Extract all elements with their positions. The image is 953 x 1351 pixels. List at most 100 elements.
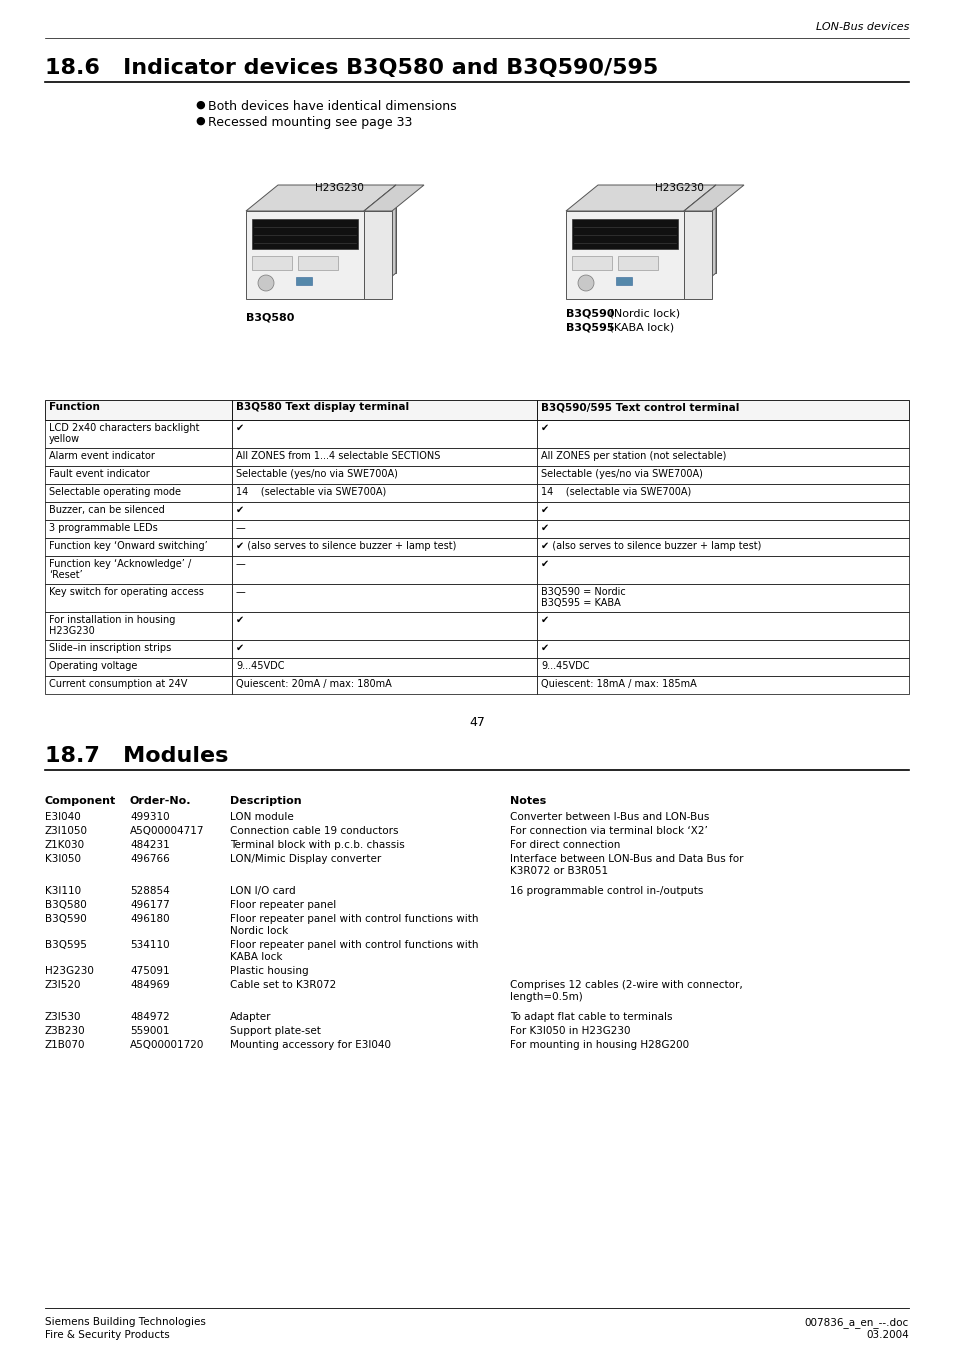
- Text: —: —: [235, 559, 246, 569]
- Text: 18.7   Modules: 18.7 Modules: [45, 746, 228, 766]
- Text: Key switch for operating access: Key switch for operating access: [49, 586, 204, 597]
- Text: (KABA lock): (KABA lock): [605, 323, 674, 332]
- Text: Converter between I-Bus and LON-Bus: Converter between I-Bus and LON-Bus: [510, 812, 709, 821]
- FancyBboxPatch shape: [45, 658, 232, 676]
- Text: Function: Function: [49, 403, 100, 412]
- Text: LON-Bus devices: LON-Bus devices: [815, 22, 908, 32]
- Text: Adapter: Adapter: [230, 1012, 272, 1021]
- Text: ✔: ✔: [235, 643, 244, 653]
- Text: 475091: 475091: [130, 966, 170, 975]
- Text: ✔ (also serves to silence buzzer + lamp test): ✔ (also serves to silence buzzer + lamp …: [540, 540, 760, 551]
- Text: 484231: 484231: [130, 840, 170, 850]
- Polygon shape: [246, 185, 395, 211]
- FancyBboxPatch shape: [45, 400, 232, 420]
- Text: A5Q00001720: A5Q00001720: [130, 1040, 204, 1050]
- Text: Buzzer, can be silenced: Buzzer, can be silenced: [49, 505, 165, 515]
- FancyBboxPatch shape: [537, 503, 908, 520]
- FancyBboxPatch shape: [537, 449, 908, 466]
- FancyBboxPatch shape: [232, 584, 537, 612]
- Text: Z3I530: Z3I530: [45, 1012, 81, 1021]
- Text: A5Q00004717: A5Q00004717: [130, 825, 204, 836]
- FancyBboxPatch shape: [232, 557, 537, 584]
- Text: Z1K030: Z1K030: [45, 840, 85, 850]
- Text: ✔: ✔: [540, 523, 549, 534]
- Polygon shape: [683, 211, 711, 299]
- Polygon shape: [246, 211, 364, 299]
- Text: Floor repeater panel with control functions with: Floor repeater panel with control functi…: [230, 915, 478, 924]
- FancyBboxPatch shape: [232, 466, 537, 484]
- FancyBboxPatch shape: [252, 255, 292, 270]
- Text: Connection cable 19 conductors: Connection cable 19 conductors: [230, 825, 398, 836]
- FancyBboxPatch shape: [232, 538, 537, 557]
- Text: Z3I1050: Z3I1050: [45, 825, 88, 836]
- FancyBboxPatch shape: [537, 420, 908, 449]
- FancyBboxPatch shape: [45, 449, 232, 466]
- FancyBboxPatch shape: [45, 466, 232, 484]
- FancyBboxPatch shape: [232, 400, 537, 420]
- Text: Selectable operating mode: Selectable operating mode: [49, 486, 181, 497]
- Text: Z1B070: Z1B070: [45, 1040, 86, 1050]
- Text: Alarm event indicator: Alarm event indicator: [49, 451, 154, 461]
- Text: For K3I050 in H23G230: For K3I050 in H23G230: [510, 1025, 630, 1036]
- FancyBboxPatch shape: [232, 612, 537, 640]
- Text: Quiescent: 20mA / max: 180mA: Quiescent: 20mA / max: 180mA: [235, 680, 392, 689]
- Text: For mounting in housing H28G200: For mounting in housing H28G200: [510, 1040, 688, 1050]
- Text: Siemens Building Technologies: Siemens Building Technologies: [45, 1317, 206, 1327]
- Text: All ZONES from 1...4 selectable SECTIONS: All ZONES from 1...4 selectable SECTIONS: [235, 451, 440, 461]
- Text: LON I/O card: LON I/O card: [230, 886, 295, 896]
- FancyBboxPatch shape: [45, 612, 232, 640]
- Text: Nordic lock: Nordic lock: [230, 925, 288, 936]
- Text: 559001: 559001: [130, 1025, 170, 1036]
- Text: For direct connection: For direct connection: [510, 840, 619, 850]
- FancyBboxPatch shape: [45, 557, 232, 584]
- Text: B3Q590: B3Q590: [565, 309, 614, 319]
- Text: KABA lock: KABA lock: [230, 952, 282, 962]
- FancyBboxPatch shape: [537, 584, 908, 612]
- Text: E3I040: E3I040: [45, 812, 81, 821]
- FancyBboxPatch shape: [45, 584, 232, 612]
- FancyBboxPatch shape: [297, 255, 337, 270]
- FancyBboxPatch shape: [232, 484, 537, 503]
- Text: Selectable (yes/no via SWE700A): Selectable (yes/no via SWE700A): [235, 469, 397, 480]
- Text: length=0.5m): length=0.5m): [510, 992, 582, 1002]
- Circle shape: [578, 276, 594, 290]
- Text: Floor repeater panel: Floor repeater panel: [230, 900, 335, 911]
- Text: ‘Reset’: ‘Reset’: [49, 570, 83, 580]
- FancyBboxPatch shape: [616, 277, 631, 285]
- Text: 496180: 496180: [130, 915, 170, 924]
- FancyBboxPatch shape: [537, 484, 908, 503]
- FancyBboxPatch shape: [232, 420, 537, 449]
- Text: Operating voltage: Operating voltage: [49, 661, 137, 671]
- FancyBboxPatch shape: [537, 640, 908, 658]
- FancyBboxPatch shape: [537, 400, 908, 420]
- Polygon shape: [364, 211, 392, 299]
- Text: All ZONES per station (not selectable): All ZONES per station (not selectable): [540, 451, 725, 461]
- Text: Floor repeater panel with control functions with: Floor repeater panel with control functi…: [230, 940, 478, 950]
- FancyBboxPatch shape: [45, 520, 232, 538]
- Text: B3Q595: B3Q595: [45, 940, 87, 950]
- Text: Z3I520: Z3I520: [45, 979, 81, 990]
- Polygon shape: [565, 211, 683, 299]
- Text: 3 programmable LEDs: 3 programmable LEDs: [49, 523, 157, 534]
- Text: B3Q595 = KABA: B3Q595 = KABA: [540, 598, 620, 608]
- Text: 14    (selectable via SWE700A): 14 (selectable via SWE700A): [540, 486, 691, 497]
- Text: Function key ‘Onward switching’: Function key ‘Onward switching’: [49, 540, 208, 551]
- FancyBboxPatch shape: [537, 520, 908, 538]
- Text: Plastic housing: Plastic housing: [230, 966, 309, 975]
- FancyBboxPatch shape: [232, 640, 537, 658]
- Text: 484969: 484969: [130, 979, 170, 990]
- Text: ✔: ✔: [540, 559, 549, 569]
- Text: 534110: 534110: [130, 940, 170, 950]
- FancyBboxPatch shape: [232, 503, 537, 520]
- Text: Notes: Notes: [510, 796, 546, 807]
- Text: ✔: ✔: [540, 615, 549, 626]
- Text: Mounting accessory for E3I040: Mounting accessory for E3I040: [230, 1040, 391, 1050]
- Text: Fire & Security Products: Fire & Security Products: [45, 1329, 170, 1340]
- Text: Quiescent: 18mA / max: 185mA: Quiescent: 18mA / max: 185mA: [540, 680, 696, 689]
- Polygon shape: [565, 185, 716, 211]
- Text: Fault event indicator: Fault event indicator: [49, 469, 150, 480]
- Text: 007836_a_en_--.doc: 007836_a_en_--.doc: [804, 1317, 908, 1328]
- FancyBboxPatch shape: [618, 255, 658, 270]
- Text: LCD 2x40 characters backlight: LCD 2x40 characters backlight: [49, 423, 199, 434]
- FancyBboxPatch shape: [232, 658, 537, 676]
